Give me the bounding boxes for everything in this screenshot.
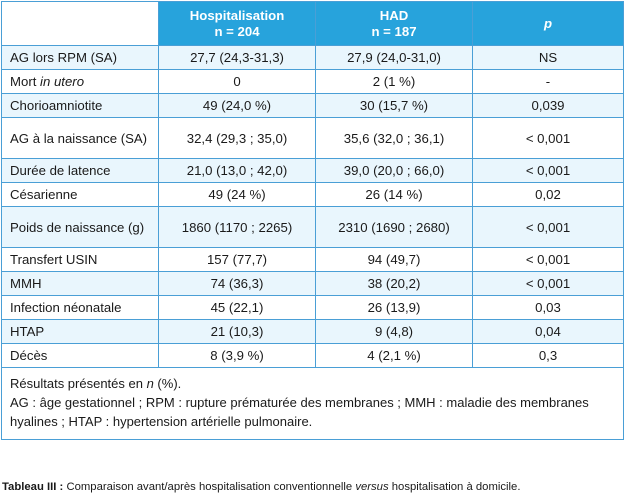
caption-text-post: hospitalisation à domicile. xyxy=(388,481,521,493)
table-row: Poids de naissance (g) 1860 (1170 ; 2265)… xyxy=(1,206,624,248)
caption-text-pre: Comparaison avant/après hospitalisation … xyxy=(63,481,356,493)
table-row: HTAP 21 (10,3) 9 (4,8) 0,04 xyxy=(1,319,624,344)
p-value: < 0,001 xyxy=(472,271,624,296)
footnote-cell: Résultats présentés en n (%). AG : âge g… xyxy=(1,367,624,440)
table-row: Durée de latence 21,0 (13,0 ; 42,0) 39,0 (… xyxy=(1,158,624,183)
p-value: 0,03 xyxy=(472,295,624,320)
row-label-text: Mort xyxy=(10,74,41,89)
table-body: AG lors RPM (SA) 27,7 (24,3-31,3) 27,9 (24… xyxy=(1,45,624,368)
hospitalisation-value: 1860 (1170 ; 2265) xyxy=(158,206,316,248)
p-value: 0,02 xyxy=(472,182,624,207)
table-header-row: Hospitalisation n = 204 HAD n = 187 p xyxy=(1,1,624,46)
hospitalisation-value: 0 xyxy=(158,69,316,94)
hospitalisation-value: 21 (10,3) xyxy=(158,319,316,344)
header-hospitalisation-n: n = 204 xyxy=(214,23,260,39)
header-corner-cell xyxy=(1,1,159,46)
p-value: 0,039 xyxy=(472,93,624,118)
table-row: Mort in utero 0 2 (1 %) - xyxy=(1,69,624,94)
results-table: Hospitalisation n = 204 HAD n = 187 p AG… xyxy=(1,1,624,440)
hospitalisation-value: 27,7 (24,3-31,3) xyxy=(158,45,316,70)
p-value: 0,3 xyxy=(472,343,624,368)
row-label-text: AG lors RPM (SA) xyxy=(10,50,117,65)
had-value: 9 (4,8) xyxy=(315,319,473,344)
hospitalisation-value: 157 (77,7) xyxy=(158,247,316,272)
had-value: 26 (13,9) xyxy=(315,295,473,320)
row-label: Décès xyxy=(1,343,159,368)
hospitalisation-value: 8 (3,9 %) xyxy=(158,343,316,368)
table-row: AG à la naissance (SA) 32,4 (29,3 ; 35,0)… xyxy=(1,117,624,159)
table-row: Transfert USIN 157 (77,7) 94 (49,7) < 0,001 xyxy=(1,247,624,272)
row-label: Poids de naissance (g) xyxy=(1,206,159,248)
row-label-text: AG à la naissance (SA) xyxy=(10,130,148,146)
row-label: AG à la naissance (SA) xyxy=(1,117,159,159)
row-label: AG lors RPM (SA) xyxy=(1,45,159,70)
table-row: Infection néonatale 45 (22,1) 26 (13,9) 0,0… xyxy=(1,295,624,320)
header-had: HAD n = 187 xyxy=(315,1,473,46)
results-table-container: Hospitalisation n = 204 HAD n = 187 p AG… xyxy=(1,1,624,440)
header-had-n: n = 187 xyxy=(371,23,417,39)
row-label: HTAP xyxy=(1,319,159,344)
footnote-abbreviations: AG : âge gestationnel ; RPM : rupture pr… xyxy=(10,395,589,429)
had-value: 35,6 (32,0 ; 36,1) xyxy=(315,117,473,159)
row-label-text: Durée de latence xyxy=(10,163,111,178)
had-value: 38 (20,2) xyxy=(315,271,473,296)
row-label: MMH xyxy=(1,271,159,296)
caption-label: Tableau III : xyxy=(2,481,64,493)
row-label: Mort in utero xyxy=(1,69,159,94)
table-row: Décès 8 (3,9 %) 4 (2,1 %) 0,3 xyxy=(1,343,624,368)
hospitalisation-value: 45 (22,1) xyxy=(158,295,316,320)
hospitalisation-value: 21,0 (13,0 ; 42,0) xyxy=(158,158,316,183)
had-value: 94 (49,7) xyxy=(315,247,473,272)
footnote-results-pre: Résultats présentés en xyxy=(10,376,147,391)
footnote-results-n: n xyxy=(146,376,154,391)
row-label-text: Césarienne xyxy=(10,187,78,202)
footnote-row: Résultats présentés en n (%). AG : âge g… xyxy=(1,367,624,440)
had-value: 4 (2,1 %) xyxy=(315,343,473,368)
row-label-text: Chorioamniotite xyxy=(10,98,103,113)
hospitalisation-value: 32,4 (29,3 ; 35,0) xyxy=(158,117,316,159)
row-label-text: HTAP xyxy=(10,324,45,339)
row-label-text: Décès xyxy=(10,348,48,363)
table-row: Césarienne 49 (24 %) 26 (14 %) 0,02 xyxy=(1,182,624,207)
p-value: < 0,001 xyxy=(472,158,624,183)
p-value: 0,04 xyxy=(472,319,624,344)
table-row: MMH 74 (36,3) 38 (20,2) < 0,001 xyxy=(1,271,624,296)
hospitalisation-value: 49 (24,0 %) xyxy=(158,93,316,118)
caption-text-em: versus xyxy=(355,481,389,493)
hospitalisation-value: 49 (24 %) xyxy=(158,182,316,207)
row-label: Transfert USIN xyxy=(1,247,159,272)
header-had-title: HAD xyxy=(379,7,409,23)
had-value: 2310 (1690 ; 2680) xyxy=(315,206,473,248)
footnote-results-post: (%). xyxy=(153,376,182,391)
row-label-text: Poids de naissance (g) xyxy=(10,219,145,235)
header-hospitalisation-title: Hospitalisation xyxy=(189,7,285,23)
row-label: Durée de latence xyxy=(1,158,159,183)
table-row: AG lors RPM (SA) 27,7 (24,3-31,3) 27,9 (24… xyxy=(1,45,624,70)
row-label-italic: in utero xyxy=(40,74,85,89)
had-value: 39,0 (20,0 ; 66,0) xyxy=(315,158,473,183)
table-row: Chorioamniotite 49 (24,0 %) 30 (15,7 %) 0,0… xyxy=(1,93,624,118)
had-value: 27,9 (24,0-31,0) xyxy=(315,45,473,70)
header-p-value: p xyxy=(472,1,624,46)
hospitalisation-value: 74 (36,3) xyxy=(158,271,316,296)
p-value: < 0,001 xyxy=(472,206,624,248)
row-label: Césarienne xyxy=(1,182,159,207)
p-value: - xyxy=(472,69,624,94)
row-label-text: MMH xyxy=(10,276,42,291)
header-hospitalisation: Hospitalisation n = 204 xyxy=(158,1,316,46)
row-label-text: Transfert USIN xyxy=(10,252,98,267)
p-value: NS xyxy=(472,45,624,70)
table-caption: Tableau III : Comparaison avant/après ho… xyxy=(2,481,520,493)
row-label: Infection néonatale xyxy=(1,295,159,320)
row-label-text: Infection néonatale xyxy=(10,300,122,315)
p-value: < 0,001 xyxy=(472,117,624,159)
had-value: 2 (1 %) xyxy=(315,69,473,94)
row-label: Chorioamniotite xyxy=(1,93,159,118)
p-value: < 0,001 xyxy=(472,247,624,272)
had-value: 30 (15,7 %) xyxy=(315,93,473,118)
had-value: 26 (14 %) xyxy=(315,182,473,207)
